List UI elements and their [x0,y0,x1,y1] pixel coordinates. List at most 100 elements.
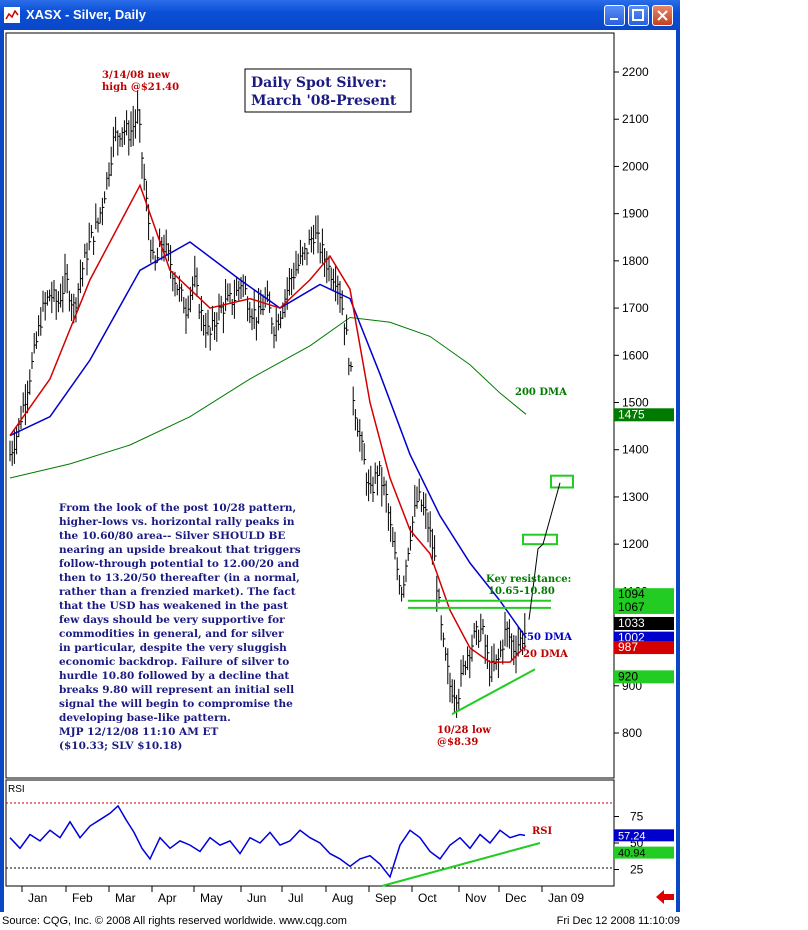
ma50-polyline [9,241,527,639]
commentary-line: the 10.60/80 area-- Silver SHOULD BE [59,530,285,542]
rsi-panel [5,779,615,887]
x-tick-label: May [200,891,223,905]
commentary-line: then to 13.20/50 thereafter (in a normal… [59,572,300,584]
commentary-line: ($10.33; SLV $10.18) [59,740,182,752]
price-tag-label: 1475 [618,407,645,421]
commentary-line: economic backdrop. Failure of silver to [59,656,289,668]
price-tag-label: 987 [618,640,638,654]
commentary-line: hurdle 10.80 followed by a decline that [59,670,289,682]
target-box-1 [522,533,558,546]
commentary-line: in particular, despite the very sluggish [59,642,287,654]
price-bars [9,90,527,718]
ma50-label: 50 DMA [527,632,572,643]
rsi-tag-label: RSI [532,826,553,837]
key-resistance-label1: Key resistance: [486,574,571,585]
y-tick-label: 2200 [622,65,649,79]
timestamp-text: Fri Dec 12 2008 11:10:09 [556,915,680,927]
ma20-polyline [9,183,527,663]
y-tick-label: 1800 [622,254,649,268]
price-tag [614,616,674,630]
price-tag [614,641,674,655]
rsi-tags: 57.24 40.94 [614,829,674,860]
x-axis-labels: Jan Feb Mar Apr May Jun Jul Aug Sep Oct Nov Dec Jan … [21,886,584,905]
price-tag-label: 1033 [618,616,645,630]
close-icon [657,10,668,21]
commentary-line: rather than a frenzied market). The fact [59,586,296,598]
y-tick-label: 800 [622,726,642,740]
rsi-tag [614,829,674,842]
rsi-polyline [9,804,526,879]
scroll-right-arrow[interactable] [656,890,674,904]
chart-title-line2: March '08-Present [251,93,397,109]
ma200-line [9,316,527,479]
rsi-tick-label: 75 [630,810,644,824]
y-tick-label: 1200 [622,537,649,551]
ma20-line [9,183,527,663]
price-panel [5,32,615,779]
price-tag [614,600,674,614]
rsi-tag-label: 57.24 [618,830,646,842]
maximize-button[interactable] [628,5,649,26]
commentary-line: nearing an upside breakout that triggers [59,544,301,556]
chart-title-box [244,68,412,113]
y-tick-label: 1400 [622,443,649,457]
low-annotation-line2: @$8.39 [437,737,478,748]
commentary-line: breaks 9.80 will represent an initial se… [59,684,294,696]
x-tick-label: Mar [115,891,136,905]
x-tick-label: Sep [375,891,397,905]
price-tag [614,670,674,684]
commentary-line: few days should be very supportive for [59,614,285,626]
rsi-tick-label: 25 [630,863,644,877]
rsi-tag-label: 40.94 [618,848,646,860]
high-annotation-line1: 3/14/08 new [102,70,170,81]
window-titlebar[interactable]: XASX - Silver, Daily [0,0,680,30]
commentary-line: From the look of the post 10/28 pattern, [59,502,296,514]
source-text: Source: CQG, Inc. © 2008 All rights rese… [2,915,347,927]
commentary-line: commodities in general, and for silver [59,628,284,640]
x-tick-label: Apr [158,891,177,905]
commentary-line: higher-lows vs. horizontal rally peaks i… [59,516,295,528]
high-annotation-line2: high @$21.40 [102,82,179,93]
ma200-polyline [9,316,527,479]
commentary-line: MJP 12/12/08 11:10 AM ET [59,726,218,738]
rsi-trendline [381,842,541,887]
rsi-tag [614,846,674,859]
y-tick-label: 2100 [622,112,649,126]
price-tag [614,408,674,422]
price-tag-label: 920 [618,669,638,683]
commentary-line: that the USD has weakened in the past [59,600,288,612]
x-tick-label: Jun [247,891,266,905]
x-tick-label: Jan 09 [548,891,584,905]
minimize-button[interactable] [604,5,625,26]
rsi-line [9,804,526,879]
price-tag-label: 1094 [618,587,645,601]
x-tick-label: Aug [332,891,353,905]
commentary-line: developing base-like pattern. [59,712,231,724]
footer-bar: Source: CQG, Inc. © 2008 All rights rese… [0,912,808,930]
y-tick-label: 1600 [622,348,649,362]
x-tick-label: Jan [28,891,47,905]
y-tick-label: 1700 [622,301,649,315]
price-tag-label: 1067 [618,600,645,614]
window-title: XASX - Silver, Daily [26,7,146,22]
commentary-text: From the look of the post 10/28 pattern,… [59,502,301,752]
target-box-2 [550,474,574,489]
ma20-label: 20 DMA [523,649,568,660]
x-tick-label: Nov [465,891,486,905]
ma200-label: 200 DMA [515,387,567,398]
rsi-panel-label: RSI [8,784,25,795]
low-annotation-line1: 10/28 low [437,725,491,736]
maximize-icon [632,9,644,21]
chart-app-icon [4,7,20,23]
chart-title-line1: Daily Spot Silver: [251,75,387,91]
support-trendline [451,668,536,715]
x-tick-label: Dec [505,891,526,905]
commentary-line: follow-through potential to 12.00/20 and [59,558,300,570]
minimize-icon [610,18,618,20]
y-tick-label: 2000 [622,159,649,173]
x-tick-label: Oct [418,891,437,905]
close-button[interactable] [652,5,673,26]
